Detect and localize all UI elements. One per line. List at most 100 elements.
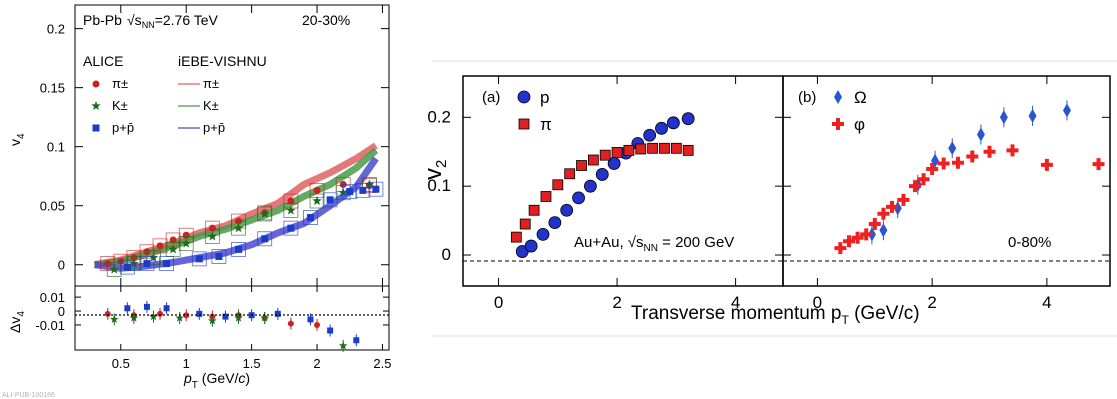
data-point [552, 179, 564, 191]
legend-marker [517, 90, 531, 104]
panel-b-series-cross [834, 144, 1105, 255]
syst-box [139, 256, 155, 271]
data-point [670, 142, 682, 154]
syst-box [113, 253, 129, 269]
data-point [548, 216, 562, 230]
syst-box [368, 181, 384, 197]
y-tick-label: 0.2 [47, 22, 65, 37]
syst-box [152, 238, 168, 254]
data-point [908, 180, 921, 193]
data-point [1006, 144, 1019, 157]
delta-point [163, 305, 170, 312]
syst-box [211, 249, 227, 264]
data-point [1062, 103, 1071, 118]
syst-box [283, 203, 299, 218]
delta-point [149, 312, 158, 321]
data-point [338, 187, 348, 197]
x-tick-label: 2 [313, 356, 320, 371]
x-tick-label: 1.5 [243, 356, 261, 371]
data-point [208, 224, 216, 232]
data-point [647, 142, 659, 154]
delta-point [183, 312, 190, 319]
data-point [261, 235, 269, 243]
syst-box [355, 182, 371, 198]
data-point [207, 231, 218, 241]
legend-label: φ [854, 115, 865, 134]
y-tick-label: -0.01 [35, 318, 65, 333]
y-tick-label: 0.01 [40, 290, 65, 305]
data-point [528, 204, 540, 216]
y-tick-label: 0 [58, 304, 65, 319]
right-x-axis-label: Transverse momentum pT (GeV/c) [631, 303, 920, 327]
data-point [372, 185, 380, 193]
series-star [106, 177, 377, 277]
data-point [860, 228, 873, 241]
data-point [143, 248, 151, 256]
delta-point [208, 316, 217, 325]
y-tick-label: 0.1 [427, 176, 451, 195]
data-point [584, 179, 597, 193]
syst-box [361, 177, 377, 192]
delta-point [314, 321, 321, 328]
panel-b-frame [782, 75, 1111, 287]
delta-point [338, 341, 348, 350]
y-tick-label: 0 [58, 258, 65, 273]
data-point [148, 252, 159, 262]
data-point [623, 144, 635, 156]
legend-marker [92, 124, 100, 132]
data-point [976, 127, 985, 142]
data-point [109, 264, 119, 274]
data-point [587, 154, 599, 166]
data-point [666, 116, 680, 130]
panel-a-plot-area: 0 2 4 0 0.1 0.2 [427, 76, 783, 312]
legend-label: π± [112, 76, 128, 91]
data-point [130, 254, 138, 262]
syst-box [257, 206, 273, 222]
data-point [195, 255, 203, 263]
header-centrality: 20-30% [302, 12, 350, 28]
data-point [851, 231, 864, 244]
legend-marker [92, 80, 100, 88]
data-point [129, 258, 139, 268]
data-point [235, 245, 243, 253]
data-point [897, 193, 910, 206]
x-tick-label: 0 [494, 293, 503, 312]
data-point [1040, 158, 1053, 171]
x-tick-label: 2 [612, 293, 621, 312]
header-system: Pb-Pb [83, 12, 122, 28]
data-point [181, 238, 191, 248]
data-point [117, 257, 125, 265]
syst-box [159, 256, 174, 271]
delta-point [104, 310, 111, 317]
data-point [536, 227, 550, 241]
syst-box [231, 241, 246, 257]
data-point [169, 236, 177, 244]
data-point [286, 205, 296, 215]
data-point [842, 235, 855, 248]
v4-axis-label: v4 [7, 133, 27, 146]
delta-point [196, 310, 203, 317]
y-tick-label: 0.15 [40, 81, 65, 96]
delta-point [353, 337, 360, 344]
data-point [599, 149, 611, 161]
syst-box [139, 244, 155, 260]
data-point [572, 191, 585, 205]
legend-marker [834, 90, 842, 104]
delta-point [129, 313, 139, 322]
legend-label: p [540, 88, 549, 107]
data-point [364, 179, 375, 189]
data-point [834, 242, 847, 255]
data-point [564, 168, 576, 180]
syst-box [303, 210, 318, 225]
data-point [682, 144, 694, 156]
data-point [917, 173, 930, 186]
data-point [312, 196, 322, 205]
data-point [655, 121, 668, 135]
data-point [233, 223, 244, 233]
x-tick-label: 1 [183, 356, 190, 371]
data-point [287, 224, 295, 232]
syst-box [231, 220, 246, 236]
data-point [937, 157, 950, 170]
right-legend: pπ Ωφ [517, 88, 867, 134]
